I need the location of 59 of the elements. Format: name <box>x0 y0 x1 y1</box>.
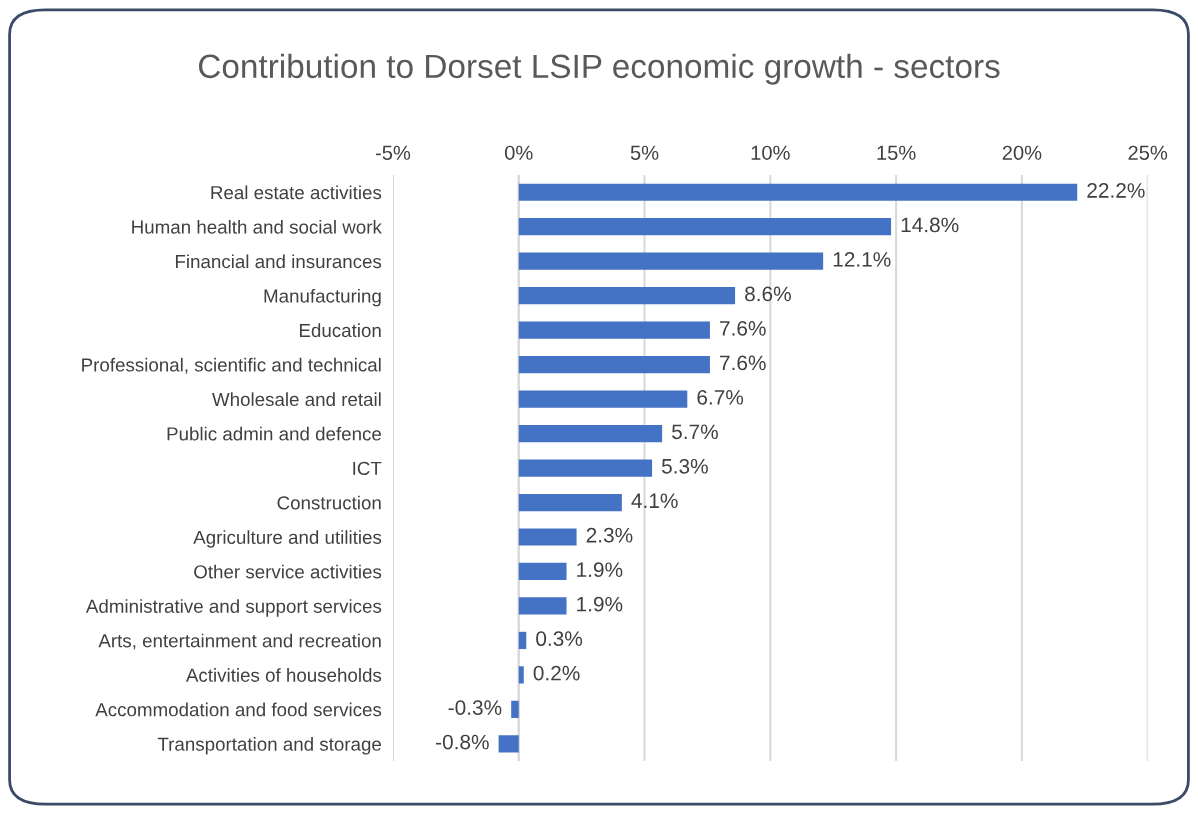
bar <box>518 528 577 546</box>
y-tick-label: Wholesale and retail <box>212 392 381 407</box>
data-label: 22.2% <box>1087 183 1145 198</box>
bar <box>518 218 892 236</box>
x-tick-label: 20% <box>1002 145 1042 160</box>
y-tick-label: Professional, scientific and technical <box>82 357 381 374</box>
y-tick-label: Education <box>299 323 381 338</box>
bar <box>518 321 710 339</box>
bar <box>511 700 519 718</box>
bar <box>518 287 736 305</box>
bar <box>518 356 710 374</box>
bar <box>498 735 519 753</box>
y-tick-label: Agriculture and utilities <box>193 530 382 548</box>
x-tick-label: 10% <box>751 145 790 160</box>
x-tick-label: 25% <box>1128 145 1168 160</box>
data-label: 4.1% <box>631 493 678 509</box>
y-tick-label: Construction <box>277 495 381 510</box>
data-label: 5.7% <box>672 424 718 440</box>
data-label: 8.6% <box>745 286 791 302</box>
data-label: 14.8% <box>901 217 959 233</box>
y-tick-label: Arts, entertainment and recreation <box>98 633 381 650</box>
y-tick-label: Accommodation and food services <box>95 702 382 717</box>
data-label: 7.6% <box>720 355 766 371</box>
bar <box>518 597 567 615</box>
data-label: 7.6% <box>720 320 766 336</box>
data-label: -0.3% <box>448 700 502 715</box>
bar <box>518 252 824 270</box>
y-tick-label: Real estate activities <box>211 185 382 200</box>
bar <box>518 666 524 684</box>
y-tick-label: Financial and insurances <box>175 254 382 269</box>
data-label: 12.1% <box>833 252 891 267</box>
data-label: 6.7% <box>697 389 744 405</box>
data-label: 2.3% <box>586 527 633 543</box>
bar <box>518 424 663 443</box>
data-label: -0.8% <box>436 734 489 750</box>
chart-title: Contribution to Dorset LSIP economic growth - sectors <box>198 53 1000 85</box>
y-tick-label: Human health and social work <box>132 219 382 234</box>
x-tick-label: 15% <box>877 145 916 160</box>
data-label: 1.9% <box>577 562 623 578</box>
bar <box>518 390 688 408</box>
bar <box>518 183 1078 201</box>
y-tick-label: Transportation and storage <box>157 737 382 755</box>
bar <box>518 562 567 581</box>
x-tick-label: 0% <box>504 145 533 160</box>
x-tick-label: 5% <box>630 145 659 160</box>
y-tick-label: Other service activities <box>194 564 382 579</box>
bar <box>518 493 622 512</box>
y-tick-label: ICT <box>353 461 382 476</box>
y-tick-label: Activities of households <box>185 668 382 682</box>
bar <box>518 459 653 477</box>
data-label: 1.9% <box>577 596 623 612</box>
data-label: 5.3% <box>661 458 708 474</box>
data-label: 0.3% <box>536 631 583 647</box>
x-tick-label: -5% <box>375 145 411 160</box>
y-tick-label: Administrative and support services <box>85 599 382 617</box>
y-tick-label: Public admin and defence <box>167 426 382 441</box>
bar <box>518 631 527 650</box>
y-tick-label: Manufacturing <box>264 288 381 307</box>
data-label: 0.2% <box>533 665 580 681</box>
